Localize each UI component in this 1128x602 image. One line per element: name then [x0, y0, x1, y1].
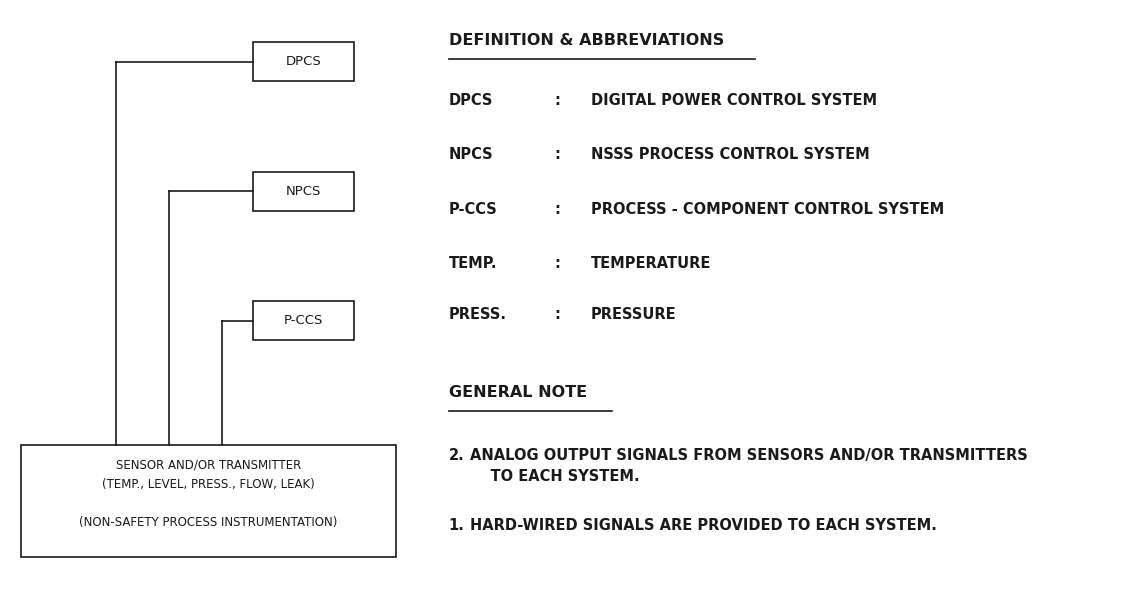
Text: PRESS.: PRESS.: [449, 307, 506, 322]
Text: DIGITAL POWER CONTROL SYSTEM: DIGITAL POWER CONTROL SYSTEM: [591, 93, 878, 108]
Text: DPCS: DPCS: [285, 55, 321, 68]
Text: DPCS: DPCS: [449, 93, 493, 108]
Text: 1.: 1.: [449, 518, 465, 533]
Text: PROCESS - COMPONENT CONTROL SYSTEM: PROCESS - COMPONENT CONTROL SYSTEM: [591, 202, 944, 217]
Text: ANALOG OUTPUT SIGNALS FROM SENSORS AND/OR TRANSMITTERS
    TO EACH SYSTEM.: ANALOG OUTPUT SIGNALS FROM SENSORS AND/O…: [469, 448, 1028, 485]
Text: :: :: [554, 93, 559, 108]
Text: 2.: 2.: [449, 448, 465, 464]
Text: TEMPERATURE: TEMPERATURE: [591, 256, 712, 271]
Text: NPCS: NPCS: [285, 185, 321, 197]
Text: :: :: [554, 202, 559, 217]
Text: P-CCS: P-CCS: [284, 314, 323, 327]
Text: SENSOR AND/OR TRANSMITTER
(TEMP., LEVEL, PRESS., FLOW, LEAK)

(NON-SAFETY PROCES: SENSOR AND/OR TRANSMITTER (TEMP., LEVEL,…: [79, 459, 337, 529]
Text: DEFINITION & ABBREVIATIONS: DEFINITION & ABBREVIATIONS: [449, 33, 724, 48]
Text: HARD-WIRED SIGNALS ARE PROVIDED TO EACH SYSTEM.: HARD-WIRED SIGNALS ARE PROVIDED TO EACH …: [469, 518, 936, 533]
FancyBboxPatch shape: [254, 172, 353, 211]
Text: :: :: [554, 147, 559, 163]
Text: TEMP.: TEMP.: [449, 256, 497, 271]
FancyBboxPatch shape: [254, 42, 353, 81]
Text: :: :: [554, 256, 559, 271]
FancyBboxPatch shape: [21, 445, 396, 557]
Text: NSSS PROCESS CONTROL SYSTEM: NSSS PROCESS CONTROL SYSTEM: [591, 147, 870, 163]
Text: PRESSURE: PRESSURE: [591, 307, 677, 322]
Text: P-CCS: P-CCS: [449, 202, 497, 217]
FancyBboxPatch shape: [254, 301, 353, 340]
Text: GENERAL NOTE: GENERAL NOTE: [449, 385, 587, 400]
Text: :: :: [554, 307, 559, 322]
Text: NPCS: NPCS: [449, 147, 493, 163]
